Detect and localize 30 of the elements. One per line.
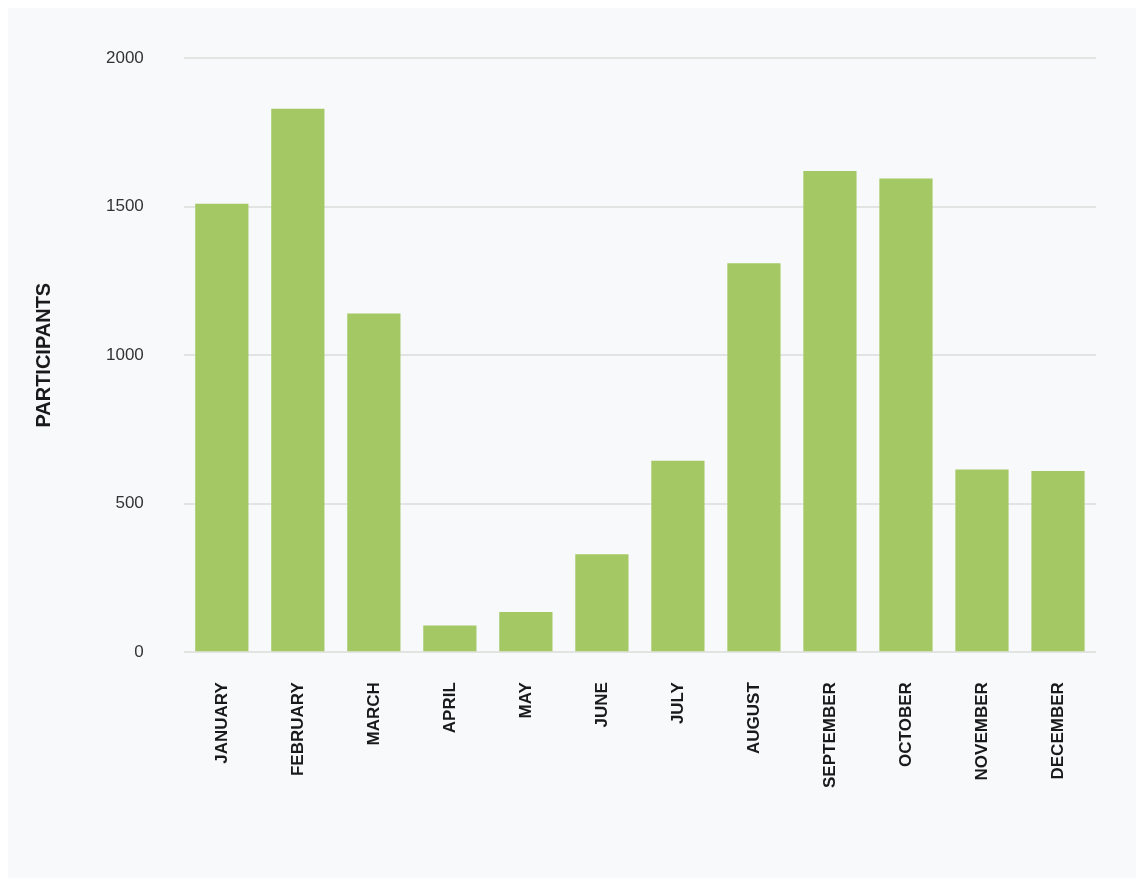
bar (651, 460, 705, 652)
y-axis-title: PARTICIPANTS (31, 282, 54, 428)
x-tick-label: AUGUST (743, 681, 763, 754)
bar (879, 178, 933, 652)
x-tick-label: SEPTEMBER (819, 682, 839, 788)
bar (423, 625, 477, 652)
x-tick-label: FEBRUARY (287, 681, 307, 777)
x-tick-label: DECEMBER (1047, 682, 1067, 780)
y-tick-label: 0 (134, 641, 144, 661)
x-tick-label: NOVEMBER (971, 682, 991, 781)
y-tick-label: 1000 (105, 344, 144, 364)
bar (727, 263, 781, 652)
x-tick-label: MARCH (363, 682, 383, 746)
bar (499, 612, 553, 652)
y-tick-label: 1500 (105, 196, 144, 216)
bar (1031, 471, 1085, 652)
x-tick-label: JUNE (591, 682, 611, 728)
bar (271, 108, 325, 652)
bar (575, 554, 629, 652)
x-tick-label: MAY (515, 681, 535, 719)
bar (955, 469, 1009, 652)
y-tick-label: 2000 (105, 47, 144, 67)
bar (195, 203, 249, 652)
y-tick-label: 500 (115, 493, 144, 513)
x-tick-label: JANUARY (211, 681, 231, 764)
x-tick-label: JULY (667, 681, 687, 725)
x-tick-label: OCTOBER (895, 682, 915, 767)
x-tick-label: APRIL (439, 682, 459, 734)
bar (347, 313, 401, 652)
bar (803, 171, 857, 652)
